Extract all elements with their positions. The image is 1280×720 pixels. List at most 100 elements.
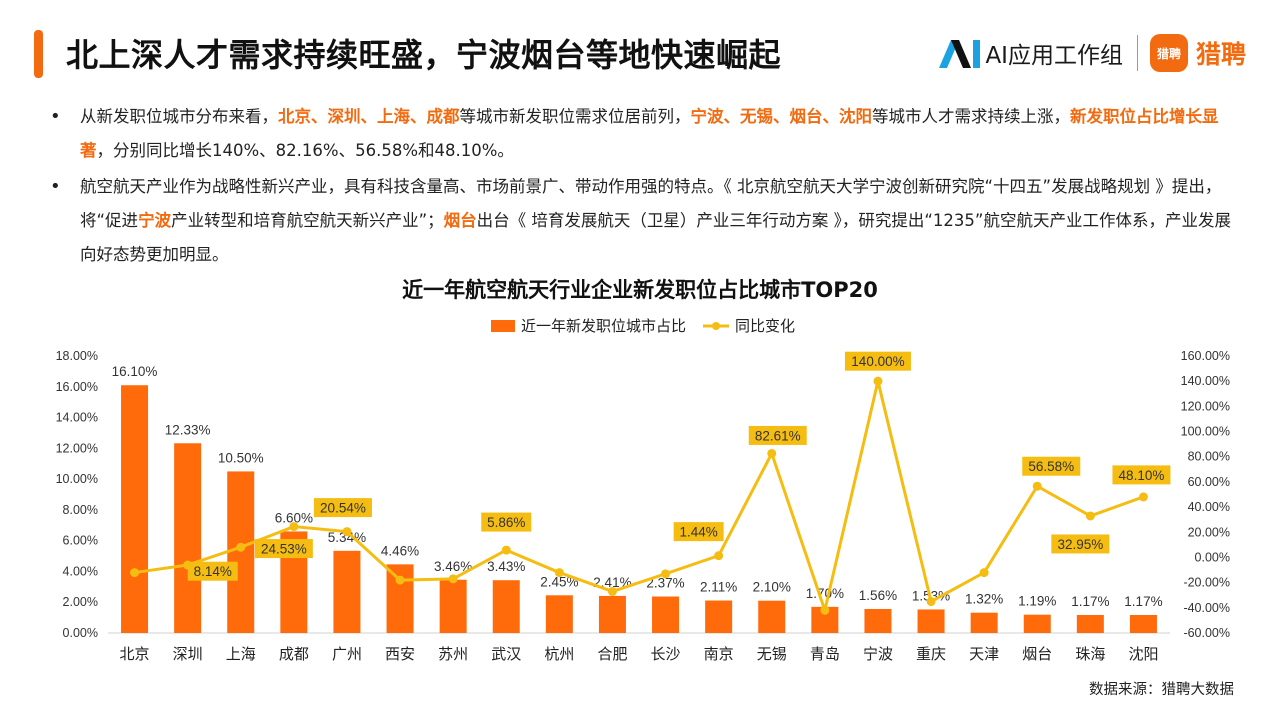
line-point xyxy=(1032,481,1042,491)
y-left-tick-label: 6.00% xyxy=(63,534,98,548)
line-point xyxy=(607,586,617,596)
x-tick-label: 长沙 xyxy=(651,646,681,663)
liepin-badge-icon: 猎聘 xyxy=(1149,34,1188,72)
line-point xyxy=(873,376,883,386)
bar-value-label: 2.45% xyxy=(540,574,578,589)
line-value-label: 5.86% xyxy=(487,515,525,530)
liepin-logo: 猎聘 猎聘 xyxy=(1149,34,1246,72)
line-point xyxy=(926,597,936,607)
bullet-text: 航空航天产业作为战略性新兴产业，具有科技含量高、市场前景广、带动作用强的特点。《… xyxy=(80,177,1222,230)
bar xyxy=(174,443,202,633)
x-tick-label: 西安 xyxy=(385,646,415,663)
y-left-tick-label: 14.00% xyxy=(56,411,98,425)
x-tick-label: 烟台 xyxy=(1022,646,1052,663)
x-tick-label: 深圳 xyxy=(173,646,203,663)
bar xyxy=(492,580,520,633)
highlight-text: 宁波 xyxy=(138,211,172,230)
line-value-label: 24.53% xyxy=(261,542,307,557)
bar-value-label: 1.19% xyxy=(1018,594,1056,609)
bar-value-label: 2.10% xyxy=(753,580,791,595)
bullet-text: 等城市新发职位需求位居前列， xyxy=(459,107,691,126)
bar-value-label: 2.11% xyxy=(700,580,737,595)
y-right-tick-label: -60.00% xyxy=(1183,626,1230,640)
bar xyxy=(705,600,733,633)
x-tick-label: 武汉 xyxy=(491,646,521,663)
x-tick-label: 青岛 xyxy=(810,646,840,663)
y-right-tick-label: 160.00% xyxy=(1181,349,1230,363)
logo-divider xyxy=(1136,35,1138,71)
y-right-tick-label: 40.00% xyxy=(1188,500,1230,514)
ai-logo-text: AI应用工作组 xyxy=(985,43,1123,69)
bar xyxy=(864,608,892,633)
data-source: 数据来源：猎聘大数据 xyxy=(1089,682,1234,698)
y-left-tick-label: 12.00% xyxy=(56,441,98,455)
y-left-tick-label: 2.00% xyxy=(63,595,98,609)
x-tick-label: 宁波 xyxy=(863,646,893,663)
bar-value-label: 6.60% xyxy=(275,510,313,525)
bar-value-label: 12.33% xyxy=(165,422,211,437)
y-right-tick-label: 20.00% xyxy=(1188,525,1230,539)
bar xyxy=(227,471,255,633)
line-value-label: 1.44% xyxy=(680,525,718,540)
y-left-tick-label: 18.00% xyxy=(56,349,98,363)
y-left-tick-label: 8.00% xyxy=(63,503,98,517)
bar xyxy=(1023,614,1051,633)
line-point xyxy=(342,527,352,537)
x-tick-label: 广州 xyxy=(332,646,362,663)
logo-group: AI应用工作组 猎聘 猎聘 xyxy=(937,30,1246,76)
bar xyxy=(917,609,945,633)
line-value-label: 82.61% xyxy=(755,428,801,443)
line-point xyxy=(820,605,830,615)
line-value-label: 20.54% xyxy=(320,501,366,516)
y-right-tick-label: -40.00% xyxy=(1183,601,1230,615)
line-point xyxy=(289,522,299,532)
line-point xyxy=(714,551,724,561)
bar xyxy=(758,600,786,633)
line-point xyxy=(767,448,777,458)
line-label-box xyxy=(254,539,313,559)
y-left-tick-label: 16.00% xyxy=(56,380,98,394)
bar xyxy=(121,385,149,633)
bar xyxy=(1076,614,1104,633)
line-value-label: 48.10% xyxy=(1119,468,1165,483)
bullet-text: 产业转型和培育航空航天新兴产业”； xyxy=(171,211,444,230)
line-series xyxy=(134,379,1144,612)
y-right-tick-label: -20.00% xyxy=(1183,576,1230,590)
x-tick-label: 苏州 xyxy=(438,646,468,663)
liepin-logo-text: 猎聘 xyxy=(1195,40,1246,69)
bar-value-label: 1.70% xyxy=(806,586,844,601)
y-right-tick-label: 100.00% xyxy=(1181,425,1230,439)
bar-value-label: 1.56% xyxy=(859,588,897,603)
bar-value-label: 2.37% xyxy=(646,576,684,591)
bullet-text: 从新发职位城市分布来看， xyxy=(80,107,278,126)
bar xyxy=(439,579,467,633)
bar-value-label: 3.43% xyxy=(487,559,525,574)
legend-label-line: 同比变化 xyxy=(735,318,795,335)
bar-value-label: 3.46% xyxy=(434,559,472,574)
bar xyxy=(598,595,626,633)
line-value-label: 8.14% xyxy=(194,564,232,579)
y-left-tick-label: 4.00% xyxy=(63,564,98,578)
line-value-label: 56.58% xyxy=(1028,459,1074,474)
line-point xyxy=(501,545,511,555)
bar-value-label: 1.32% xyxy=(965,592,1003,607)
x-tick-label: 北京 xyxy=(120,646,150,663)
y-right-tick-label: 60.00% xyxy=(1188,475,1230,489)
highlight-text: 宁波、无锡、烟台、沈阳 xyxy=(690,107,873,126)
bar xyxy=(545,595,573,633)
line-label-box xyxy=(1051,534,1110,554)
x-tick-label: 珠海 xyxy=(1075,646,1105,663)
bar-value-label: 2.41% xyxy=(593,575,631,590)
ai-logo-icon xyxy=(939,40,981,68)
bar xyxy=(333,550,361,633)
highlight-text: 新发职位占比增长显著 xyxy=(80,107,1219,160)
y-left-tick-label: 10.00% xyxy=(56,472,98,486)
x-tick-label: 南京 xyxy=(704,646,734,663)
highlight-text: 烟台 xyxy=(443,211,477,230)
legend-swatch-bars xyxy=(491,320,515,332)
x-tick-label: 合肥 xyxy=(597,646,627,663)
line-point xyxy=(979,568,989,578)
highlight-text: 北京、深圳、上海、成都 xyxy=(278,107,460,126)
bullet-list: 从新发职位城市分布来看，北京、深圳、上海、成都等城市新发职位需求位居前列，宁波、… xyxy=(48,100,1238,274)
line-label-box xyxy=(313,498,372,518)
